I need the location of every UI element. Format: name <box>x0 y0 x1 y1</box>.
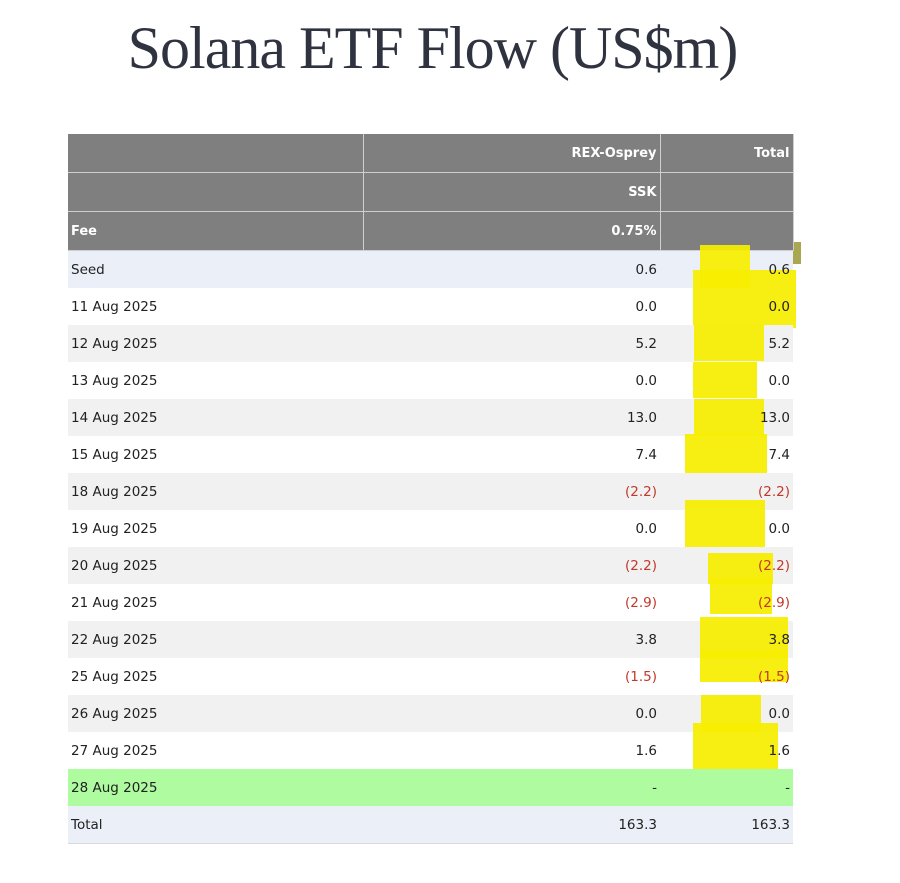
table-row: 11 Aug 2025 0.0 0.0 <box>68 270 796 328</box>
row-total-value: (2.9) <box>757 594 790 611</box>
row-date: 18 Aug 2025 <box>68 473 363 510</box>
highlighter-mark <box>693 362 757 398</box>
row-total-value: 3.8 <box>768 631 790 648</box>
header-cell <box>68 172 364 212</box>
highlighter-mark <box>700 650 788 682</box>
highlighter-mark <box>685 500 765 556</box>
row-date: 26 Aug 2025 <box>68 695 363 732</box>
row-total-value: 0.6 <box>768 261 790 278</box>
page-title: Solana ETF Flow (US$m) <box>127 15 739 81</box>
highlighter-mark <box>710 578 772 614</box>
table-row: Seed 0.6 0.6 <box>68 245 793 289</box>
row-total-value: 0.0 <box>768 705 790 722</box>
highlighter-mark <box>685 434 767 474</box>
table-row: 15 Aug 2025 7.4 7.4 <box>68 434 793 474</box>
table-row: 12 Aug 2025 5.2 5.2 <box>68 325 793 362</box>
table-row: 22 Aug 2025 3.8 3.8 <box>68 617 793 659</box>
header-cell <box>68 134 364 173</box>
row-ssk-flow: 1.6 <box>363 732 660 769</box>
total-total-value: 163.3 <box>660 806 793 844</box>
table-row: 20 Aug 2025 (2.2) (2.2) <box>68 547 793 591</box>
row-ssk-flow: 0.0 <box>363 288 660 325</box>
header-cell <box>660 172 794 212</box>
row-ssk-flow: (2.9) <box>363 584 660 621</box>
row-total-value: 0.0 <box>768 298 790 315</box>
row-ssk-flow: 0.0 <box>363 362 660 399</box>
header-fee-value: 0.75% <box>363 211 661 251</box>
highlighter-mark <box>694 399 764 437</box>
row-total-flow: (2.9) <box>660 578 793 621</box>
etf-flow-table: REX-Osprey Total SSK Fee 0.75% Seed 0.6 … <box>68 134 796 844</box>
table-header: REX-Osprey Total SSK Fee 0.75% <box>68 134 794 251</box>
header-row-ticker: SSK <box>68 172 794 212</box>
row-total-flow: 7.4 <box>660 434 793 474</box>
table-row: 25 Aug 2025 (1.5) (1.5) <box>68 650 793 695</box>
row-ssk-flow: 7.4 <box>363 436 660 473</box>
row-date: 27 Aug 2025 <box>68 732 363 769</box>
row-date: Seed <box>68 250 363 288</box>
row-date: 19 Aug 2025 <box>68 510 363 547</box>
table-row: 14 Aug 2025 13.0 13.0 <box>68 399 793 437</box>
row-date: 14 Aug 2025 <box>68 399 363 436</box>
header-row-issuer: REX-Osprey Total <box>68 134 794 173</box>
row-ssk-flow: (2.2) <box>363 547 660 584</box>
row-total-flow: 1.6 <box>660 723 793 783</box>
row-date: 15 Aug 2025 <box>68 436 363 473</box>
row-total-value: 7.4 <box>768 446 790 463</box>
row-total-flow: 0.0 <box>660 500 793 556</box>
row-total-flow: - <box>660 769 793 806</box>
table-body: Seed 0.6 0.6 11 Aug 2025 0.0 0.0 12 Aug … <box>68 245 796 844</box>
row-date: 13 Aug 2025 <box>68 362 363 399</box>
header-total: Total <box>660 134 794 173</box>
row-total-value: 0.0 <box>768 372 790 389</box>
row-total-value: (2.2) <box>757 483 790 500</box>
header-fee-label: Fee <box>68 211 364 251</box>
row-ssk-flow: 3.8 <box>363 621 660 658</box>
table-row: 27 Aug 2025 1.6 1.6 <box>68 723 793 783</box>
row-date: 25 Aug 2025 <box>68 658 363 695</box>
row-total-flow: 13.0 <box>660 399 793 437</box>
row-date: 28 Aug 2025 <box>68 769 363 806</box>
table-row: 19 Aug 2025 0.0 0.0 <box>68 500 793 556</box>
row-ssk-flow: 0.0 <box>363 695 660 732</box>
total-ssk-value: 163.3 <box>363 806 660 844</box>
row-date: 22 Aug 2025 <box>68 621 363 658</box>
header-issuer-rex-osprey: REX-Osprey <box>363 134 661 173</box>
row-date: 20 Aug 2025 <box>68 547 363 584</box>
row-total-value: - <box>785 779 790 796</box>
table-row: 13 Aug 2025 0.0 0.0 <box>68 362 793 399</box>
row-ssk-flow: (2.2) <box>363 473 660 510</box>
row-total-value: (1.5) <box>757 668 790 685</box>
row-total-value: 13.0 <box>759 409 790 426</box>
highlighter-mark <box>694 325 764 361</box>
row-total-value: (2.2) <box>757 557 790 574</box>
header-ticker-ssk: SSK <box>363 172 661 212</box>
row-total-value: 0.0 <box>768 520 790 537</box>
row-date: 21 Aug 2025 <box>68 584 363 621</box>
row-date: 11 Aug 2025 <box>68 288 363 325</box>
row-total-value: 1.6 <box>768 742 790 759</box>
highlighter-mark <box>693 270 796 328</box>
row-date: 12 Aug 2025 <box>68 325 363 362</box>
row-ssk-flow: - <box>363 769 660 806</box>
header-row-fee: Fee 0.75% <box>68 211 794 251</box>
table-row: 21 Aug 2025 (2.9) (2.9) <box>68 578 793 621</box>
row-ssk-flow: 13.0 <box>363 399 660 436</box>
row-ssk-flow: 5.2 <box>363 325 660 362</box>
row-total-flow: 5.2 <box>660 325 793 362</box>
row-ssk-flow: (1.5) <box>363 658 660 695</box>
table-row-highlighted: 28 Aug 2025 - - <box>68 769 793 806</box>
table-row: 26 Aug 2025 0.0 0.0 <box>68 695 793 733</box>
row-ssk-flow: 0.0 <box>363 510 660 547</box>
table-row-total: Total 163.3 163.3 <box>68 806 793 844</box>
row-total-flow: (1.5) <box>660 650 793 695</box>
row-total-flow: 0.0 <box>660 270 796 328</box>
row-total-value: 5.2 <box>768 335 790 352</box>
total-label: Total <box>68 806 363 844</box>
row-ssk-flow: 0.6 <box>363 250 660 288</box>
row-total-flow: 0.0 <box>660 362 793 399</box>
